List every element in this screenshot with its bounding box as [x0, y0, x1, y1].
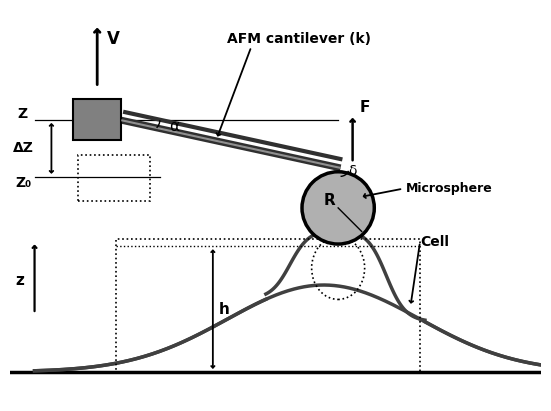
Text: F: F — [360, 101, 370, 115]
Text: V: V — [107, 30, 120, 48]
Text: Cell: Cell — [420, 235, 449, 249]
Text: Z: Z — [18, 107, 28, 121]
Text: ΔZ: ΔZ — [13, 141, 34, 155]
Text: AFM cantilever (k): AFM cantilever (k) — [228, 32, 371, 46]
Text: Microsphere: Microsphere — [406, 182, 493, 195]
Text: δ: δ — [348, 164, 356, 178]
Text: z: z — [15, 273, 24, 288]
Text: α: α — [170, 119, 180, 134]
Circle shape — [302, 172, 374, 244]
Text: Z₀: Z₀ — [15, 176, 31, 190]
FancyBboxPatch shape — [73, 99, 121, 141]
Text: R: R — [323, 193, 336, 208]
Text: h: h — [219, 302, 230, 316]
